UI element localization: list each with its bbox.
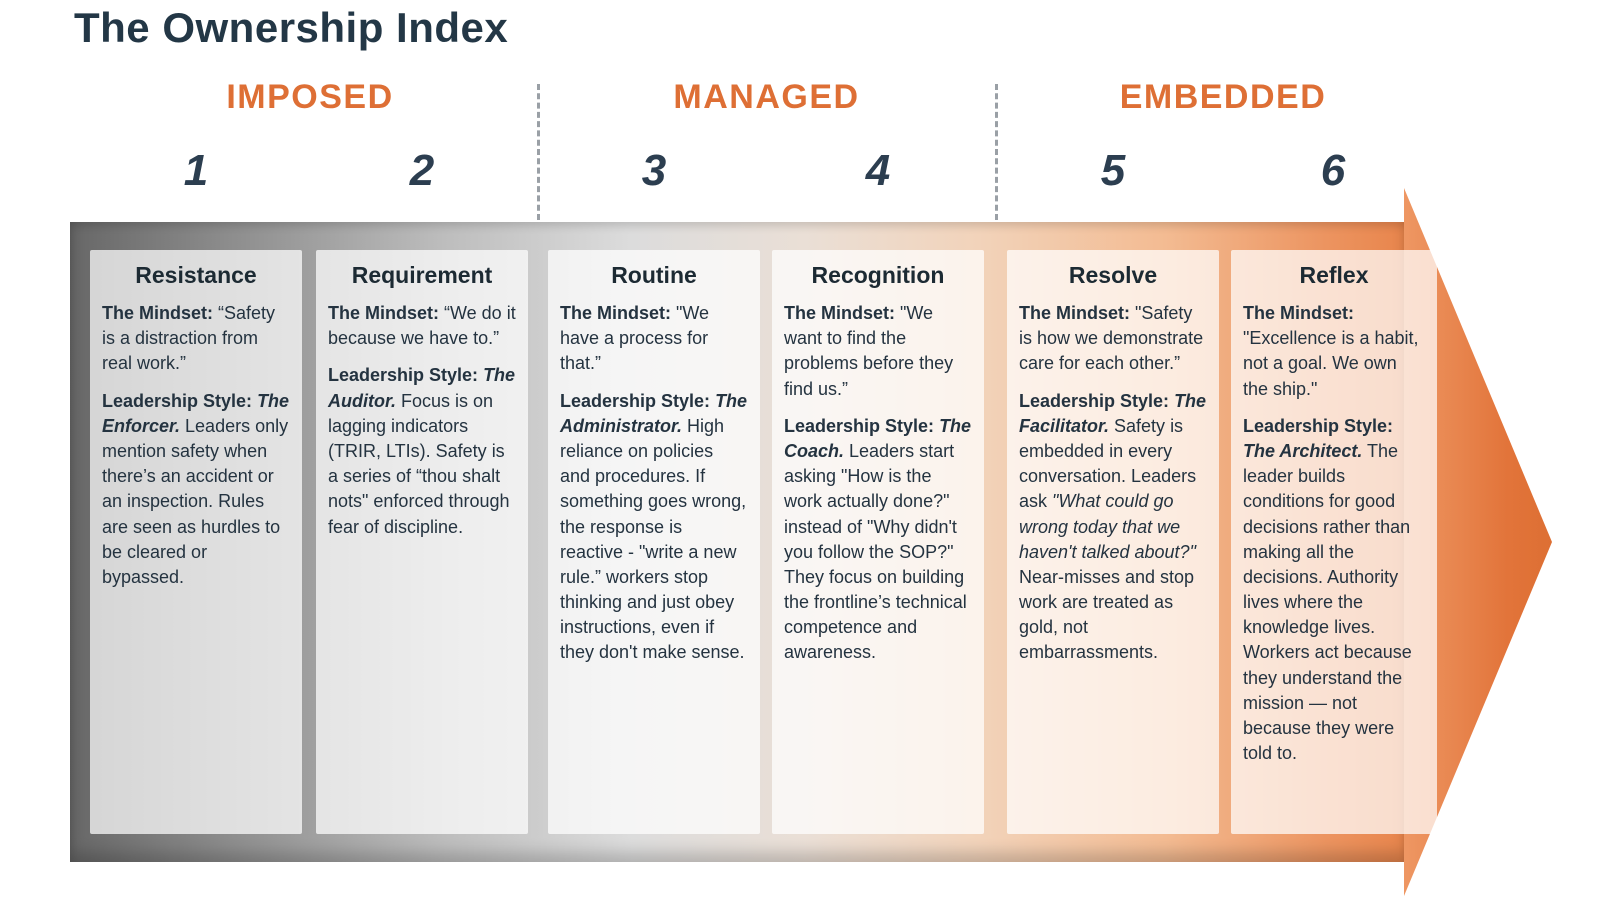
mindset-paragraph: The Mindset: "Safety is how we demonstra… [1019,303,1204,374]
phase-label-imposed: IMPOSED [226,78,394,116]
stage-card-resistance: Resistance The Mindset: “Safety is a dis… [90,250,302,834]
stage-number-2: 2 [409,146,435,195]
stage-number-3: 3 [641,146,667,195]
mindset-paragraph: The Mindset: "We have a process for that… [560,303,710,374]
stage-card-reflex: Reflex The Mindset: "Excellence is a hab… [1231,250,1437,834]
stage-card-title: Reflex [1299,262,1369,288]
page-title: The Ownership Index [74,4,509,51]
leadership-paragraph: Leadership Style: The Coach. Leaders sta… [784,415,972,663]
phase-divider [537,84,540,220]
phase-divider [995,84,998,220]
stage-number-4: 4 [865,146,891,195]
mindset-paragraph: The Mindset: “We do it because we have t… [328,303,516,349]
mindset-paragraph: The Mindset: "Excellence is a habit, not… [1243,303,1419,399]
stage-card-title: Requirement [351,262,493,288]
mindset-paragraph: The Mindset: "We want to find the proble… [784,303,954,399]
stage-card-recognition: Recognition The Mindset: "We want to fin… [772,250,984,834]
stage-number-1: 1 [183,146,209,195]
phase-label-embedded: EMBEDDED [1119,78,1327,116]
phase-label-managed: MANAGED [673,78,860,116]
stage-card-title: Recognition [811,262,945,288]
stage-card-title: Routine [611,262,697,288]
leadership-paragraph: Leadership Style: The Facilitator. Safet… [1019,390,1207,663]
leadership-paragraph: Leadership Style: The Auditor. Focus is … [328,365,516,537]
leadership-paragraph: Leadership Style: The Architect. The lea… [1243,415,1412,764]
stage-number-5: 5 [1100,146,1126,195]
stage-card-resolve: Resolve The Mindset: "Safety is how we d… [1007,250,1219,834]
stage-number-6: 6 [1320,146,1346,195]
stage-card-requirement: Requirement The Mindset: “We do it becau… [316,250,528,834]
leadership-paragraph: Leadership Style: The Administrator. Hig… [560,390,748,663]
stage-card-routine: Routine The Mindset: "We have a process … [548,250,760,834]
leadership-paragraph: Leadership Style: The Enforcer. Leaders … [102,390,290,587]
mindset-paragraph: The Mindset: “Safety is a distraction fr… [102,303,276,374]
stage-card-title: Resolve [1068,262,1158,288]
stage-card-title: Resistance [135,262,257,288]
